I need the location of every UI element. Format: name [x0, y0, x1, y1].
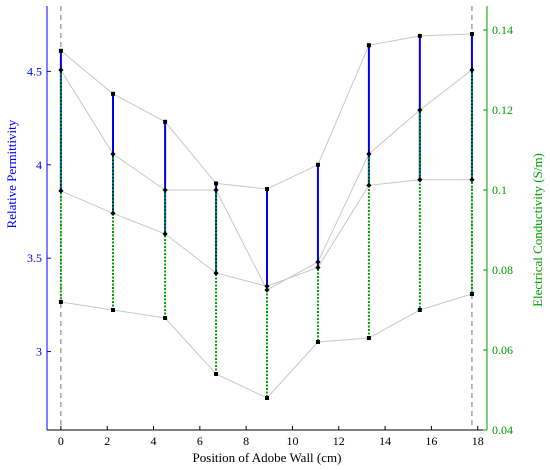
- left-y-tick-label: 3: [36, 345, 42, 359]
- permittivity-min-marker: [469, 177, 475, 183]
- permittivity-min-marker: [162, 231, 168, 237]
- permittivity-upper-envelope: [60, 33, 472, 190]
- permittivity-max-marker: [111, 91, 115, 96]
- right-y-axis-title: Electrical Conductivity (S/m): [530, 153, 545, 307]
- range-bars: [59, 34, 473, 398]
- conductivity-max-marker: [58, 67, 64, 73]
- left-y-tick-label: 4: [36, 158, 42, 172]
- permittivity-min-marker: [58, 188, 64, 194]
- right-y-tick-label: 0.1: [492, 183, 507, 197]
- permittivity-max-marker: [265, 187, 269, 192]
- x-tick-label: 16: [425, 434, 437, 448]
- permittivity-max-marker: [366, 43, 371, 48]
- permittivity-min-marker: [366, 182, 372, 188]
- conductivity-min-marker: [469, 292, 474, 296]
- right-y-tick-label: 0.08: [492, 263, 513, 277]
- right-y-ticks: 0.04 0.06 0.08 0.1 0.12 0.14: [483, 23, 513, 437]
- x-tick-label: 12: [333, 434, 345, 448]
- conductivity-min-marker: [58, 300, 63, 304]
- conductivity-min-marker: [265, 396, 269, 400]
- left-y-ticks: 3 3.5 4 4.5: [27, 64, 51, 359]
- left-y-axis-title: Relative Permittivity: [4, 119, 19, 228]
- permittivity-max-marker: [58, 48, 63, 53]
- permittivity-min-marker: [110, 210, 116, 216]
- x-tick-label: 10: [286, 434, 298, 448]
- conductivity-max-marker: [110, 151, 116, 157]
- conductivity-max-marker: [315, 259, 321, 265]
- right-y-tick-label: 0.06: [492, 343, 513, 357]
- permittivity-max-marker: [417, 33, 422, 38]
- permittivity-max-marker: [163, 119, 168, 124]
- permittivity-max-marker: [469, 32, 474, 37]
- permittivity-max-marker: [214, 181, 219, 186]
- right-y-tick-label: 0.12: [492, 103, 513, 117]
- x-tick-label: 2: [104, 434, 110, 448]
- conductivity-max-marker: [469, 67, 475, 73]
- x-tick-label: 4: [151, 434, 157, 448]
- permittivity-min-marker: [264, 283, 270, 289]
- x-tick-label: 14: [379, 434, 391, 448]
- left-y-tick-label: 3.5: [27, 251, 42, 265]
- x-tick-label: 8: [243, 434, 249, 448]
- left-y-tick-label: 4.5: [27, 64, 42, 78]
- x-tick-label: 6: [197, 434, 203, 448]
- conductivity-max-marker: [213, 187, 219, 193]
- x-ticks: 0 2 4 6 8 10 12 14 16 18: [58, 426, 484, 448]
- permittivity-min-marker: [213, 270, 219, 276]
- conductivity-max-marker: [417, 107, 423, 113]
- permittivity-min-marker: [315, 264, 321, 271]
- conductivity-max-marker: [162, 187, 168, 193]
- conductivity-min-marker: [366, 336, 371, 340]
- conductivity-min-marker: [163, 316, 168, 320]
- conductivity-min-marker: [417, 308, 422, 312]
- x-tick-label: 0: [58, 434, 64, 448]
- right-y-tick-label: 0.14: [492, 23, 513, 37]
- conductivity-min-marker: [111, 308, 115, 312]
- conductivity-max-marker: [366, 151, 372, 157]
- conductivity-min-marker: [214, 372, 219, 376]
- range-markers: [58, 32, 475, 400]
- permittivity-min-marker: [417, 177, 423, 183]
- x-axis-title: Position of Adobe Wall (cm): [193, 450, 342, 465]
- conductivity-min-marker: [315, 340, 320, 344]
- conductivity-max-marker: [264, 287, 270, 293]
- permittivity-max-marker: [315, 162, 320, 167]
- x-tick-label: 18: [472, 434, 484, 448]
- right-y-tick-label: 0.04: [492, 423, 513, 437]
